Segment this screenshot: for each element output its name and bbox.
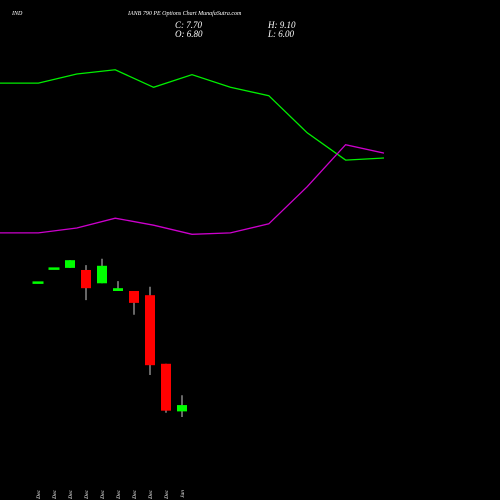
candle-body [161, 363, 171, 411]
x-tick-label: 19 Dec [68, 489, 74, 500]
candle-body [177, 405, 187, 412]
x-tick-label: 23 Dec [84, 489, 90, 500]
candle-body [48, 267, 60, 270]
x-tick-label: 26 Dec [116, 489, 122, 500]
x-tick-label: 24 Dec [99, 489, 106, 500]
candle-body [65, 260, 75, 268]
candle-body [32, 281, 44, 284]
chart-title-left: IND [11, 11, 23, 17]
candle-body [145, 295, 155, 366]
indicator-line [0, 69, 385, 161]
x-tick-label: 18 Dec [52, 489, 58, 500]
x-tick-label: 30 Dec [148, 489, 154, 500]
ohlc-text: O: 6.80 [175, 29, 203, 39]
x-tick-label: 01 Jan [180, 490, 186, 500]
x-tick-label: 29 Dec [132, 489, 138, 500]
candle-body [97, 265, 107, 284]
ohlc-text: H: 9.10 [267, 20, 296, 30]
ohlc-text: L: 6.00 [267, 29, 295, 39]
x-tick-label: 08 Dec [36, 489, 42, 500]
candle-body [81, 269, 91, 289]
ohlc-text: C: 7.70 [175, 20, 203, 30]
candle-body [113, 288, 123, 291]
candle-body [129, 290, 139, 303]
chart-title: IANB 790 PE Options Chart MunafaSutra.co… [127, 10, 242, 17]
x-tick-label: 31 Dec [164, 489, 170, 500]
indicator-line [0, 143, 385, 235]
